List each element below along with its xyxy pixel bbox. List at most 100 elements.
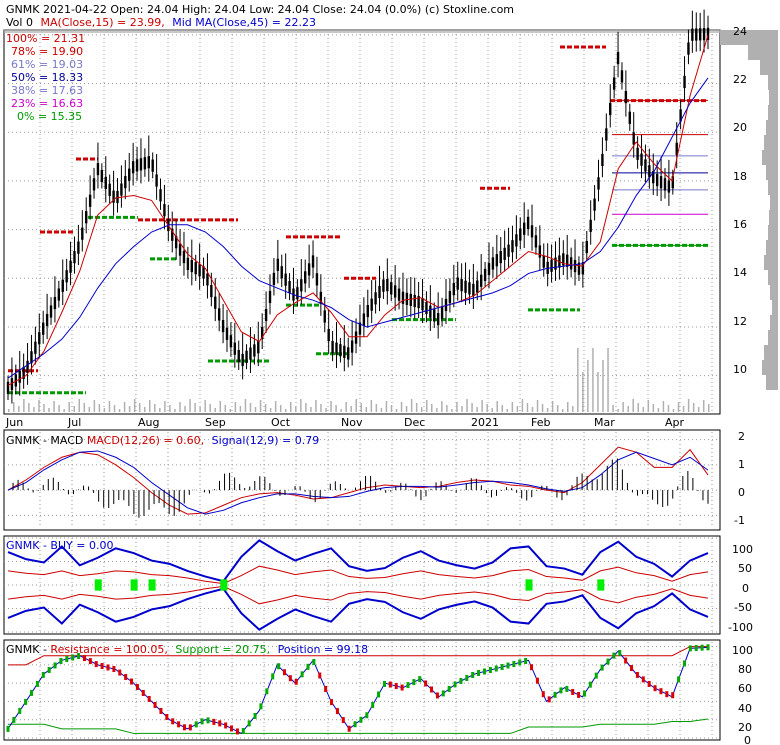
candle-body bbox=[491, 257, 495, 270]
position-step-bar bbox=[124, 674, 128, 681]
candle-body bbox=[327, 328, 330, 342]
position-step-bar bbox=[71, 654, 75, 661]
candle-body bbox=[687, 42, 690, 55]
candle-body bbox=[26, 360, 29, 373]
position-step-bar bbox=[159, 707, 163, 714]
volume-bar bbox=[400, 402, 403, 412]
position-step-bar bbox=[24, 698, 28, 705]
candle-body bbox=[511, 240, 514, 253]
position-step-bar bbox=[212, 718, 216, 725]
volume-bar bbox=[652, 404, 655, 412]
volume-bar bbox=[708, 404, 710, 412]
volume-bar bbox=[98, 404, 101, 412]
volume-profile bbox=[4, 29, 778, 390]
position-step-bar bbox=[224, 722, 228, 729]
candle-body bbox=[433, 309, 436, 322]
volume-bar bbox=[647, 400, 650, 412]
month-label: Dec bbox=[404, 416, 425, 429]
volume-bar bbox=[561, 409, 564, 412]
candle-body bbox=[151, 159, 154, 172]
position-step-bar bbox=[277, 663, 281, 670]
buy-tick: -50 bbox=[734, 601, 752, 614]
position-step-bar bbox=[241, 727, 245, 734]
buy-inner-lower-line bbox=[7, 585, 709, 605]
candle-body bbox=[519, 228, 522, 241]
position-step-bar bbox=[135, 683, 139, 690]
volume-bar bbox=[667, 405, 670, 412]
volume-bar bbox=[637, 403, 639, 412]
position-step-bar bbox=[700, 644, 704, 651]
position-step-bar bbox=[294, 678, 298, 685]
volume-bar bbox=[13, 402, 15, 412]
position-step-bar bbox=[312, 659, 316, 666]
volume-bar bbox=[506, 409, 509, 412]
position-step-bar bbox=[453, 681, 457, 688]
position-step-bar bbox=[412, 679, 416, 686]
position-step-bar bbox=[535, 677, 539, 684]
volume-bar bbox=[23, 399, 25, 412]
volume-profile-bar bbox=[760, 60, 778, 75]
candle-body bbox=[671, 176, 675, 189]
position-step-bar bbox=[65, 656, 69, 663]
candle-body bbox=[362, 313, 366, 326]
volume-profile-bar bbox=[766, 240, 778, 255]
macd-title: GNMK - MACD MACD(12,26) = 0.60, Signal(1… bbox=[6, 434, 319, 447]
candle-body bbox=[22, 366, 25, 380]
candle-body bbox=[683, 75, 686, 89]
volume-bar bbox=[612, 405, 614, 412]
volume-bar bbox=[491, 408, 493, 412]
candle-body bbox=[648, 165, 651, 178]
volume-bar bbox=[274, 401, 277, 412]
volume-label: Vol 0 MA(Close,15) = 23.99, Mid MA(Close… bbox=[6, 16, 316, 29]
volume-bar bbox=[642, 407, 645, 412]
position-step-bar bbox=[77, 653, 81, 660]
candle-body bbox=[448, 290, 452, 304]
volume-bar bbox=[692, 403, 695, 412]
volume-value: Vol 0 bbox=[6, 16, 33, 29]
volume-bar bbox=[572, 406, 574, 412]
candle-body bbox=[585, 240, 588, 254]
candle-body bbox=[640, 153, 643, 166]
candle-body bbox=[249, 347, 252, 360]
volume-profile-bar bbox=[769, 210, 778, 225]
macd-tick: 0 bbox=[738, 486, 745, 499]
volume-bar bbox=[702, 400, 705, 412]
volume-profile-band bbox=[4, 29, 720, 33]
month-label: Nov bbox=[341, 416, 363, 429]
candle-body bbox=[10, 378, 14, 391]
candle-body bbox=[401, 291, 405, 304]
position-step-bar bbox=[382, 680, 386, 687]
position-step-bar bbox=[441, 690, 445, 697]
position-step-bar bbox=[100, 662, 104, 669]
candle-body bbox=[229, 335, 233, 348]
volume-bars bbox=[8, 348, 710, 412]
fib-label-50: 50% = 18.33 bbox=[11, 71, 83, 84]
position-step-bar bbox=[424, 680, 428, 687]
candle-body bbox=[636, 147, 639, 160]
volume-bar bbox=[219, 401, 222, 412]
volume-bar bbox=[516, 406, 519, 412]
candle-body bbox=[456, 277, 459, 290]
resistance-tick: 20 bbox=[738, 721, 752, 734]
position-step-bar bbox=[553, 691, 557, 698]
position-step-bar bbox=[35, 680, 39, 687]
candle-body bbox=[264, 308, 268, 322]
volume-bar bbox=[128, 406, 131, 412]
volume-bar bbox=[290, 402, 292, 412]
position-step-bar bbox=[300, 671, 304, 678]
volume-bar bbox=[410, 399, 413, 412]
candle-body bbox=[597, 177, 600, 190]
candle-body bbox=[679, 109, 682, 122]
resistance-tick: 0 bbox=[744, 734, 751, 745]
price-tick: 20 bbox=[733, 121, 747, 134]
candle-body bbox=[339, 344, 342, 357]
volume-bar bbox=[189, 399, 191, 412]
volume-bar bbox=[617, 409, 619, 412]
position-step-bar bbox=[630, 665, 634, 672]
volume-bar bbox=[672, 409, 675, 412]
position-step-bar bbox=[494, 665, 498, 672]
buy-signal-markers bbox=[94, 579, 605, 591]
candle-body bbox=[225, 327, 229, 340]
candle-body bbox=[382, 279, 385, 292]
resistance-axis: 100 80 60 40 20 0 bbox=[732, 644, 753, 745]
